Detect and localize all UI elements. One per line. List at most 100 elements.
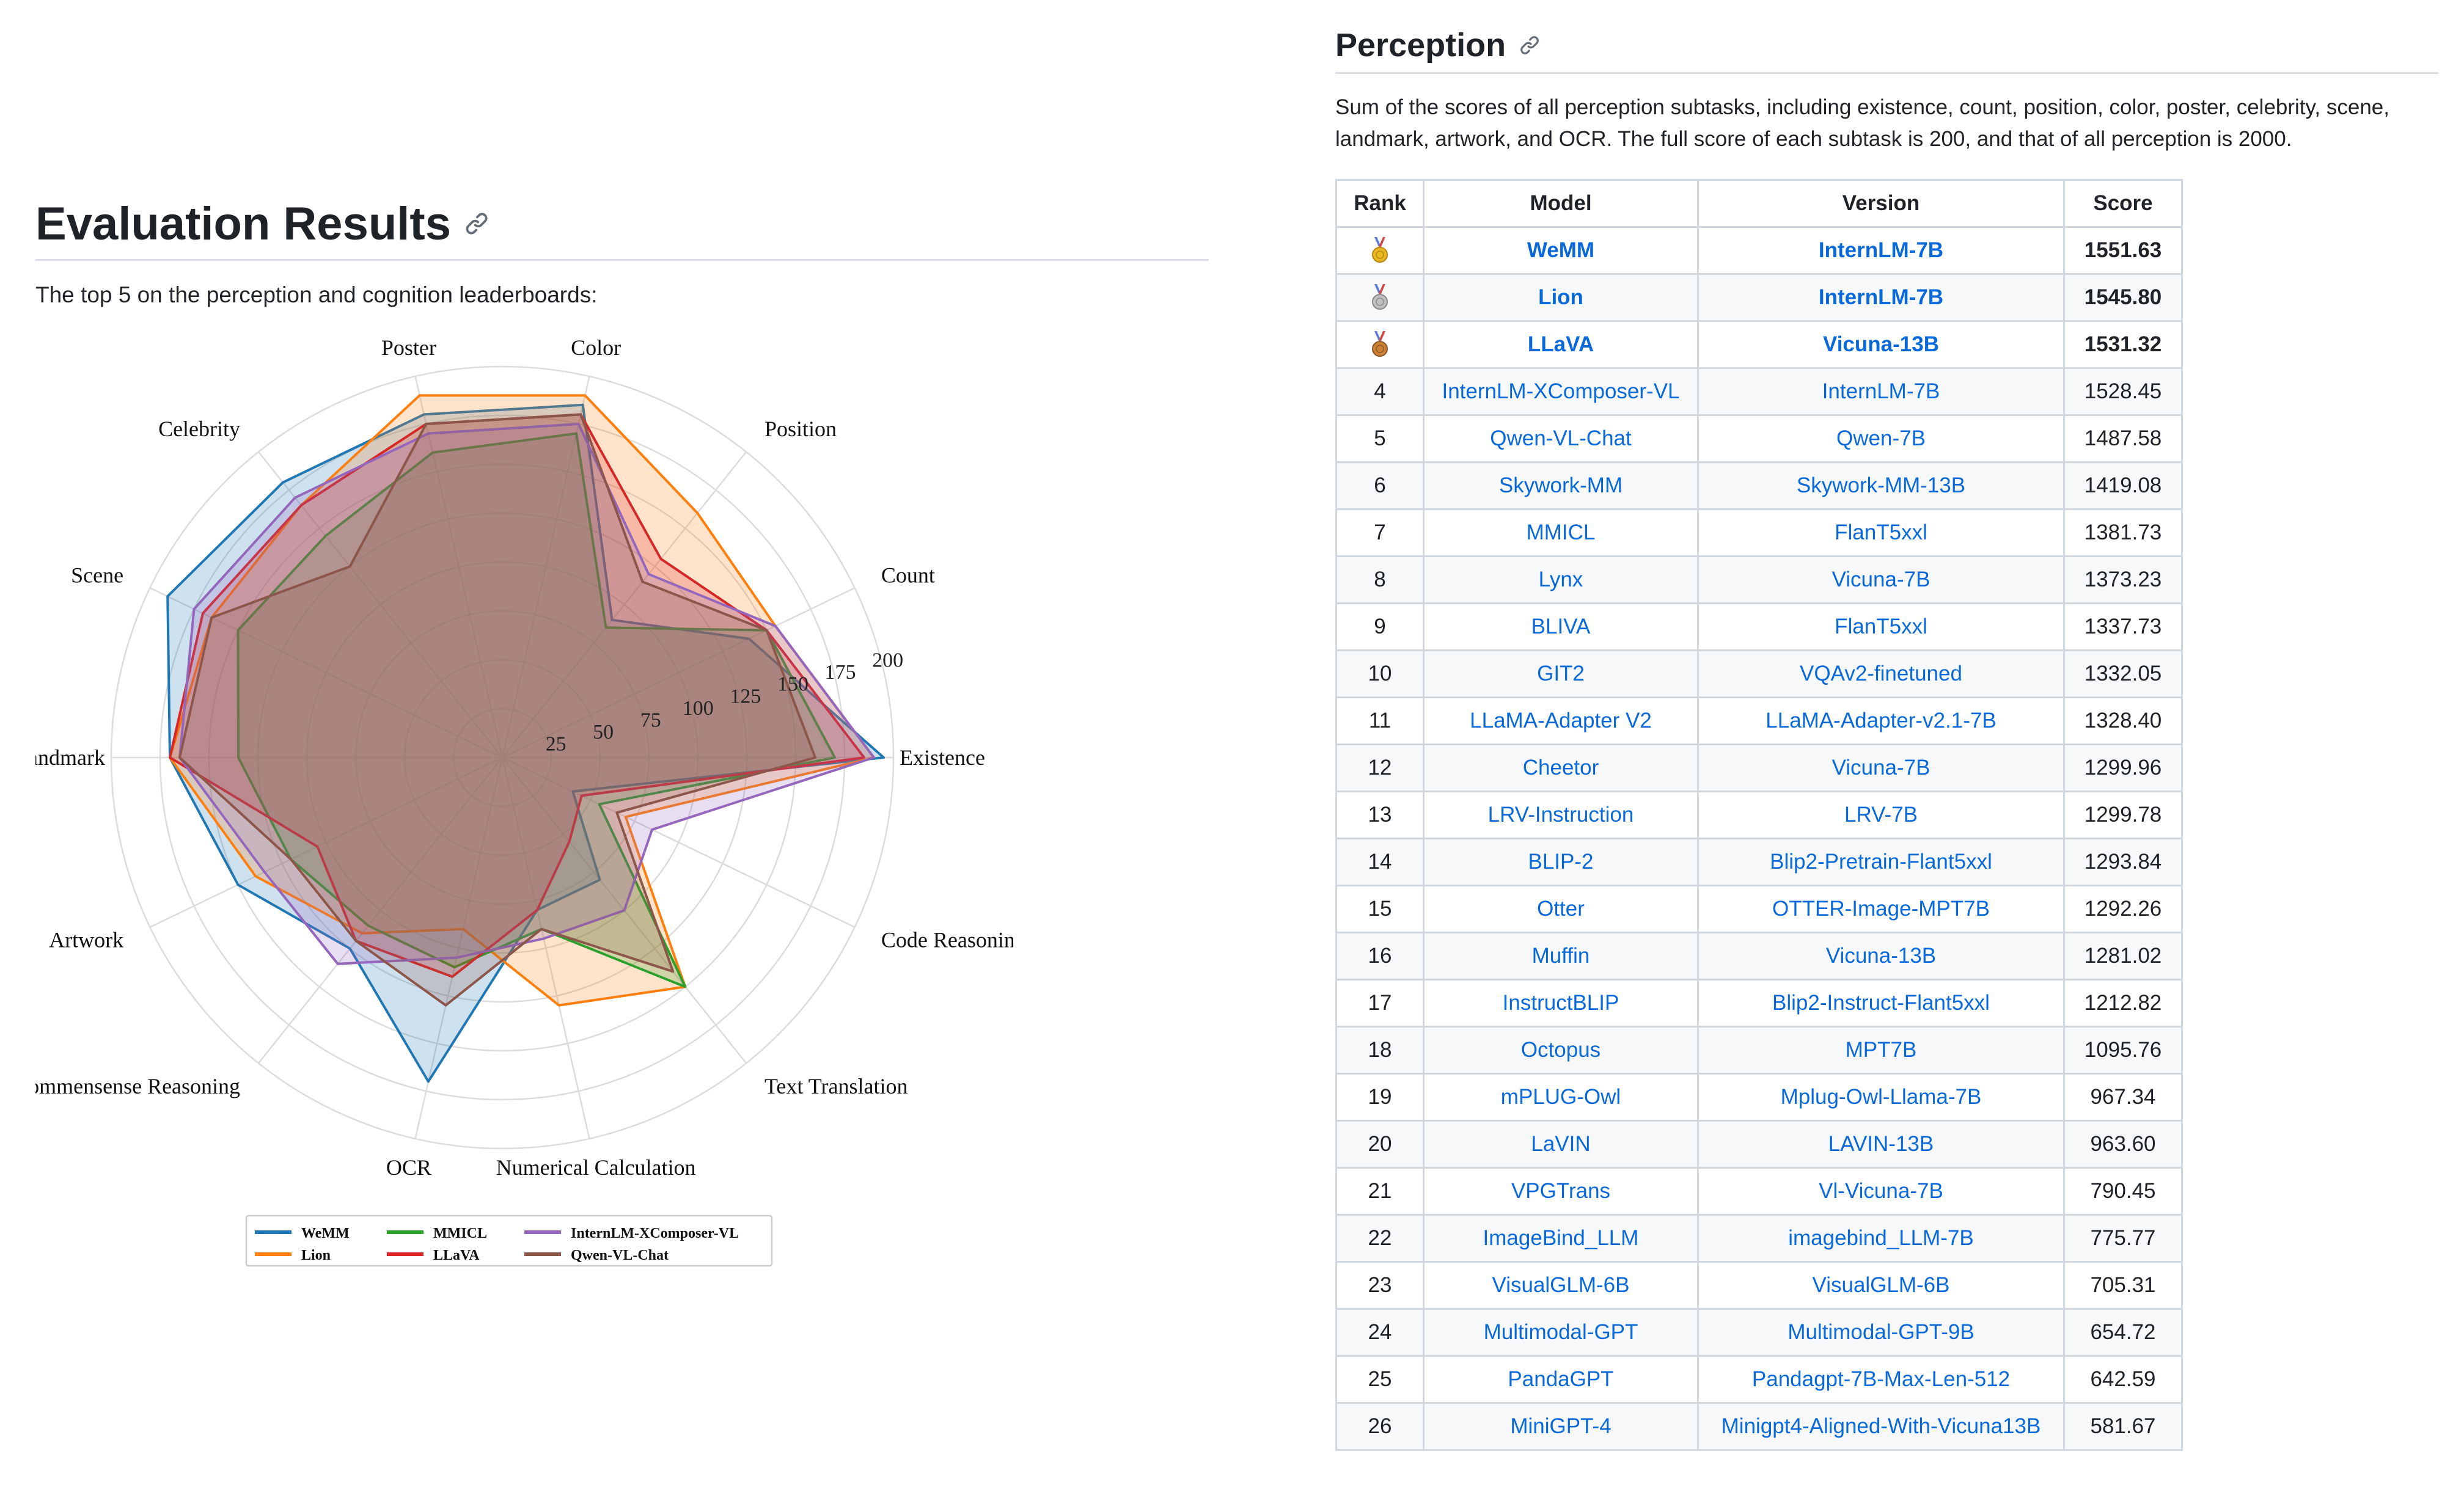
- radar-series-llava: [169, 413, 865, 978]
- model-cell: LLaMA-Adapter V2: [1423, 696, 1699, 745]
- version-link[interactable]: VQAv2-finetuned: [1800, 662, 1962, 685]
- version-link[interactable]: Vl-Vicuna-7B: [1819, 1179, 1943, 1203]
- model-link[interactable]: Lion: [1538, 285, 1583, 309]
- version-link[interactable]: VisualGLM-6B: [1812, 1273, 1950, 1297]
- version-cell: InternLM-7B: [1697, 273, 2065, 322]
- score-cell: 1373.23: [2063, 555, 2183, 604]
- rank-cell: 4: [1335, 367, 1425, 416]
- model-link[interactable]: Cheetor: [1522, 756, 1599, 780]
- version-link[interactable]: Qwen-7B: [1836, 426, 1926, 450]
- perception-leaderboard-table: Rank Model Version Score WeMM InternLM-7B…: [1335, 179, 2183, 1451]
- model-link[interactable]: Otter: [1537, 897, 1585, 921]
- version-cell: OTTER-Image-MPT7B: [1697, 885, 2065, 933]
- table-row: 21 VPGTrans Vl-Vicuna-7B 790.45: [1335, 1167, 2183, 1216]
- version-link[interactable]: MPT7B: [1845, 1038, 1917, 1062]
- model-link[interactable]: InstructBLIP: [1502, 991, 1619, 1015]
- version-cell: Vl-Vicuna-7B: [1697, 1167, 2065, 1216]
- radar-axis-label: Numerical Calculation: [496, 1155, 696, 1180]
- radar-axis-label: OCR: [386, 1155, 431, 1180]
- model-link[interactable]: BLIP-2: [1528, 850, 1594, 874]
- version-cell: Blip2-Pretrain-Flant5xxl: [1697, 838, 2065, 886]
- model-link[interactable]: LaVIN: [1531, 1132, 1591, 1156]
- version-link[interactable]: InternLM-7B: [1818, 238, 1944, 262]
- model-link[interactable]: GIT2: [1537, 662, 1585, 685]
- version-link[interactable]: LAVIN-13B: [1828, 1132, 1934, 1156]
- model-link[interactable]: Qwen-VL-Chat: [1490, 426, 1632, 450]
- evaluation-title: Evaluation Results: [35, 197, 451, 250]
- model-cell: WeMM: [1423, 226, 1699, 275]
- radar-axis-label: Color: [571, 335, 621, 360]
- table-row: 9 BLIVA FlanT5xxl 1337.73: [1335, 602, 2183, 651]
- model-link[interactable]: Octopus: [1520, 1038, 1601, 1062]
- model-link[interactable]: VisualGLM-6B: [1492, 1273, 1630, 1297]
- table-row: 19 mPLUG-Owl Mplug-Owl-Llama-7B 967.34: [1335, 1073, 2183, 1122]
- version-link[interactable]: OTTER-Image-MPT7B: [1772, 897, 1990, 921]
- version-link[interactable]: Minigpt4-Aligned-With-Vicuna13B: [1721, 1414, 2041, 1438]
- model-link[interactable]: BLIVA: [1531, 615, 1591, 638]
- model-cell: InternLM-XComposer-VL: [1423, 367, 1699, 416]
- model-link[interactable]: ImageBind_LLM: [1483, 1226, 1639, 1250]
- model-link[interactable]: InternLM-XComposer-VL: [1442, 379, 1680, 403]
- score-cell: 1531.32: [2063, 320, 2183, 369]
- radar-tick-label: 25: [546, 732, 566, 755]
- model-link[interactable]: LLaMA-Adapter V2: [1470, 709, 1652, 732]
- radar-spoke: [414, 757, 504, 1139]
- version-link[interactable]: imagebind_LLM-7B: [1788, 1226, 1974, 1250]
- version-cell: InternLM-7B: [1697, 226, 2065, 275]
- radar-axis-label: Existence: [900, 745, 985, 770]
- version-cell: LRV-7B: [1697, 791, 2065, 839]
- model-link[interactable]: PandaGPT: [1508, 1367, 1614, 1391]
- model-link[interactable]: MMICL: [1526, 520, 1596, 544]
- version-link[interactable]: LLaMA-Adapter-v2.1-7B: [1766, 709, 1997, 732]
- radar-spoke: [257, 757, 503, 1064]
- table-row: 23 VisualGLM-6B VisualGLM-6B 705.31: [1335, 1261, 2183, 1310]
- anchor-link-icon[interactable]: [464, 211, 489, 236]
- radar-tick-label: 200: [872, 649, 903, 672]
- model-link[interactable]: VPGTrans: [1511, 1179, 1611, 1203]
- version-link[interactable]: Blip2-Pretrain-Flant5xxl: [1770, 850, 1992, 874]
- version-cell: Multimodal-GPT-9B: [1697, 1308, 2065, 1357]
- version-link[interactable]: Mplug-Owl-Llama-7B: [1780, 1085, 1982, 1109]
- version-link[interactable]: Vicuna-13B: [1823, 332, 1939, 356]
- radar-axis-label: Commensense Reasoning: [35, 1074, 240, 1098]
- version-link[interactable]: FlanT5xxl: [1835, 615, 1927, 638]
- model-cell: LLaVA: [1423, 320, 1699, 369]
- radar-spoke: [414, 376, 504, 758]
- radar-spoke: [257, 451, 503, 758]
- model-link[interactable]: mPLUG-Owl: [1500, 1085, 1621, 1109]
- version-link[interactable]: Multimodal-GPT-9B: [1788, 1320, 1975, 1344]
- version-link[interactable]: InternLM-7B: [1822, 379, 1940, 403]
- version-link[interactable]: Blip2-Instruct-Flant5xxl: [1772, 991, 1990, 1015]
- rank-cell: 8: [1335, 555, 1425, 604]
- model-cell: LaVIN: [1423, 1120, 1699, 1169]
- version-link[interactable]: InternLM-7B: [1818, 285, 1944, 309]
- version-link[interactable]: Vicuna-13B: [1825, 944, 1937, 968]
- model-cell: Otter: [1423, 885, 1699, 933]
- model-cell: GIT2: [1423, 649, 1699, 698]
- version-link[interactable]: LRV-7B: [1844, 803, 1918, 827]
- version-cell: LLaMA-Adapter-v2.1-7B: [1697, 696, 2065, 745]
- radar-spoke: [501, 376, 590, 758]
- model-link[interactable]: MiniGPT-4: [1510, 1414, 1612, 1438]
- version-link[interactable]: Skywork-MM-13B: [1796, 473, 1966, 497]
- score-cell: 1545.80: [2063, 273, 2183, 322]
- model-link[interactable]: Muffin: [1531, 944, 1590, 968]
- model-link[interactable]: Lynx: [1538, 568, 1583, 591]
- version-link[interactable]: Vicuna-7B: [1832, 568, 1931, 591]
- version-link[interactable]: FlanT5xxl: [1835, 520, 1927, 544]
- model-link[interactable]: WeMM: [1527, 238, 1595, 262]
- anchor-link-icon[interactable]: [1519, 35, 1540, 56]
- model-link[interactable]: LLaVA: [1527, 332, 1594, 356]
- version-link[interactable]: Vicuna-7B: [1832, 756, 1931, 780]
- score-cell: 1299.78: [2063, 791, 2183, 839]
- version-link[interactable]: Pandagpt-7B-Max-Len-512: [1751, 1367, 2011, 1391]
- radar-axis-label: Poster: [381, 335, 436, 360]
- legend-box: [245, 1214, 773, 1267]
- model-link[interactable]: LRV-Instruction: [1487, 803, 1634, 827]
- version-cell: Vicuna-13B: [1697, 320, 2065, 369]
- model-link[interactable]: Multimodal-GPT: [1483, 1320, 1638, 1344]
- score-cell: 775.77: [2063, 1214, 2183, 1263]
- radar-tick-label: 75: [640, 709, 661, 731]
- model-link[interactable]: Skywork-MM: [1498, 473, 1623, 497]
- column-header-version: Version: [1697, 179, 2065, 228]
